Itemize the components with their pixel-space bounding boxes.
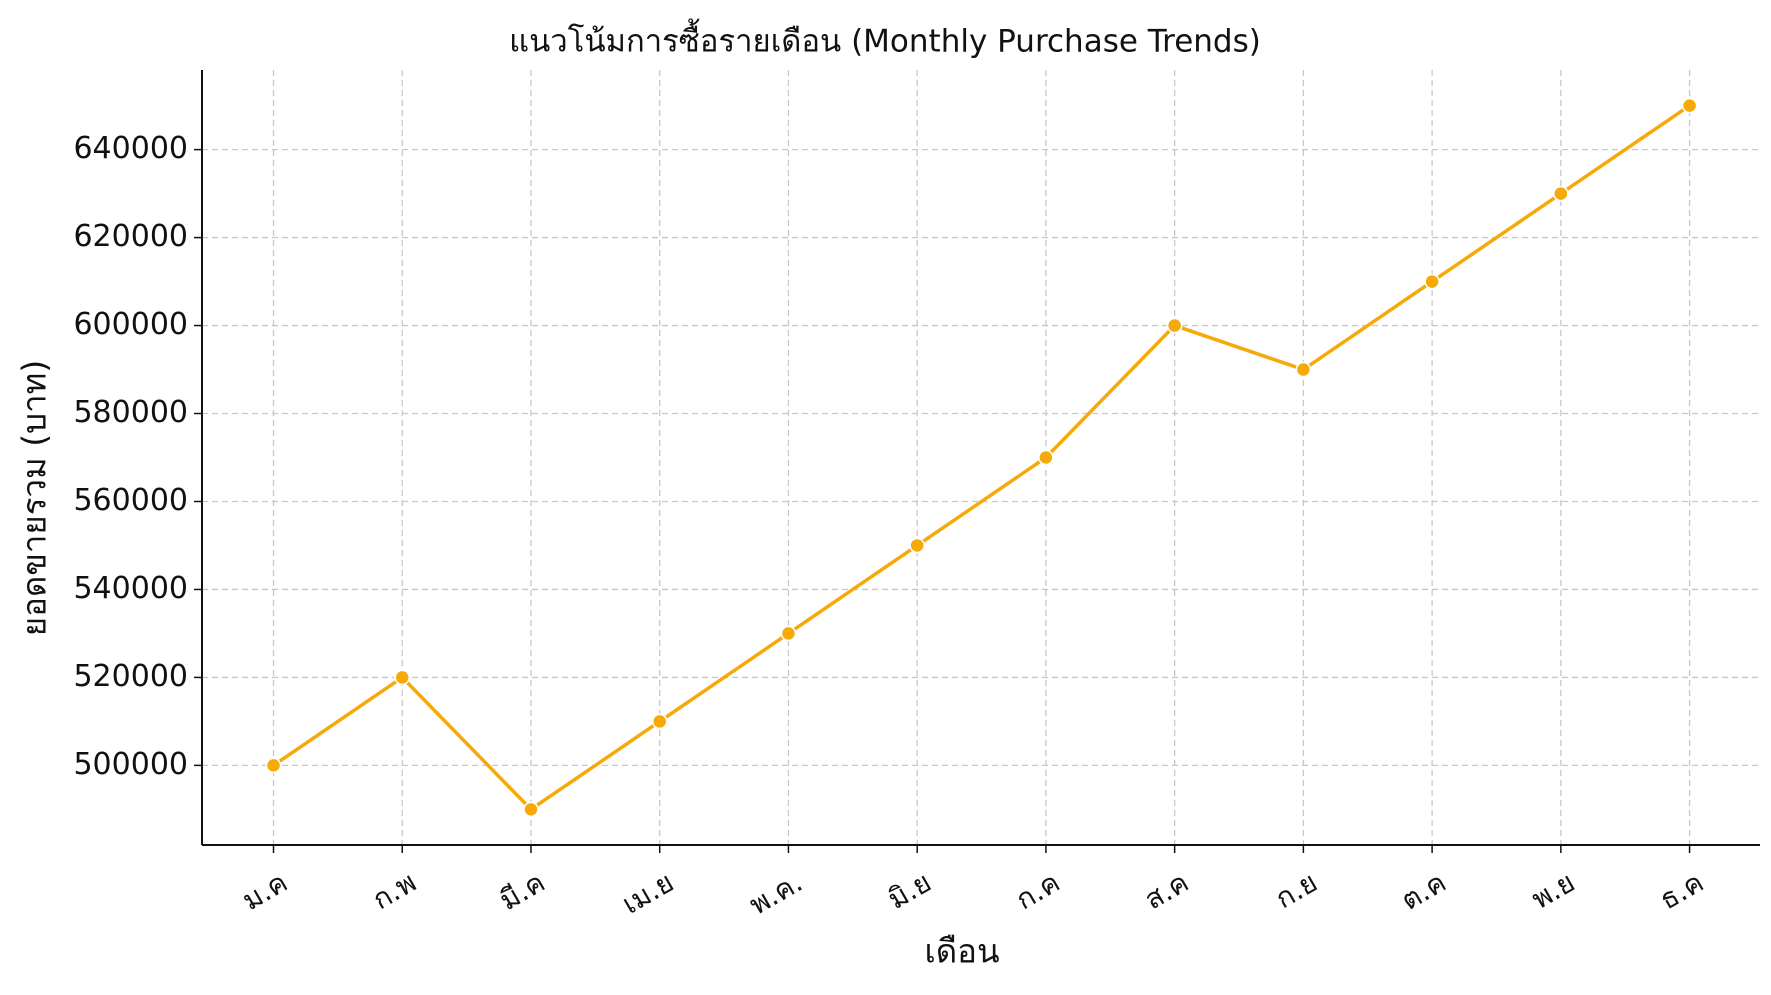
x-tick-label: ก.ย (1270, 865, 1323, 915)
point (394, 669, 410, 686)
line (272, 104, 1691, 812)
x-tick-label: ม.ค (237, 865, 293, 917)
x-tick-label: มิ.ย (882, 865, 936, 915)
point (909, 537, 925, 554)
x-tick-label: มี.ค (494, 865, 550, 917)
point (1681, 97, 1698, 114)
x-tick-label: พ.ค. (744, 865, 808, 921)
point (265, 757, 282, 774)
y-tick-label: 520000 (73, 659, 188, 694)
y-tick-label: 580000 (73, 395, 188, 430)
point (780, 625, 797, 642)
point (1038, 449, 1054, 466)
y-tick-label: 620000 (73, 219, 188, 254)
point (651, 713, 668, 730)
point (1166, 317, 1183, 334)
point (1295, 361, 1312, 378)
point (1553, 185, 1569, 202)
x-tick-label: ก.ค (1010, 865, 1065, 916)
point (523, 801, 539, 818)
y-axis-label: ยอดขายรวม (บาท) (15, 360, 54, 637)
y-tick-label: 560000 (73, 483, 188, 518)
x-tick-label: ก.พ (367, 865, 422, 916)
y-tick-label: 640000 (73, 131, 188, 166)
x-tick-label: เม.ย (617, 865, 680, 920)
x-axis-label: เดือน (924, 932, 999, 971)
y-tick-label: 500000 (73, 747, 188, 782)
chart-title: แนวโน้มการซื้อรายเดือน (Monthly Purchase… (509, 19, 1261, 60)
y-tick-label: 540000 (73, 571, 188, 606)
x-tick-label: ธ.ค (1654, 865, 1709, 916)
x-tick-label: ต.ค (1395, 865, 1451, 916)
x-tick-label: พ.ย (1526, 865, 1580, 915)
point (1424, 273, 1440, 290)
x-tick-label: ส.ค (1139, 865, 1194, 916)
y-tick-label: 600000 (73, 307, 188, 342)
